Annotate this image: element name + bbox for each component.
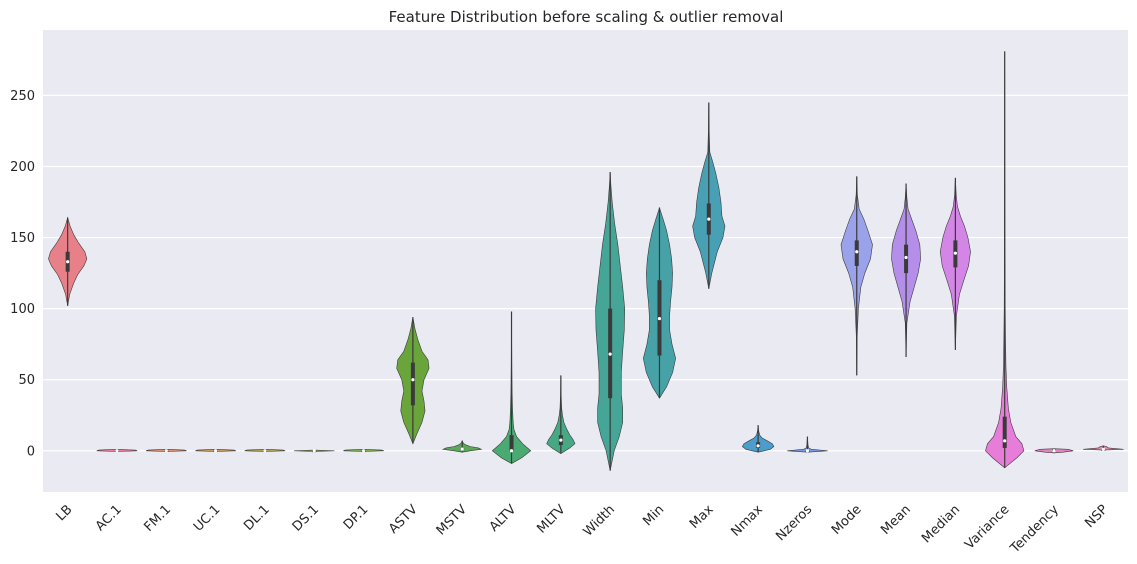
violin-fm-1 (145, 449, 187, 453)
x-tick-label: Tendency (1007, 502, 1062, 557)
median-marker (460, 447, 464, 451)
median-marker (559, 438, 563, 442)
x-axis-ticks: LB AC.1 FM.1 UC.1 DL.1 DS.1 DP.1 ASTV MSTV ALTV ML… (53, 502, 1111, 557)
y-tick-label: 250 (10, 89, 35, 104)
median-marker (361, 449, 366, 453)
violin-mltv (546, 375, 576, 454)
median-marker (756, 444, 760, 448)
median-marker (904, 255, 908, 260)
median-marker (805, 449, 810, 453)
median-marker (509, 449, 514, 453)
median-marker (855, 250, 859, 254)
iqr-box (509, 435, 514, 451)
x-tick-label: Mode (829, 502, 865, 538)
x-tick-label: Max (687, 502, 717, 532)
violin-uc-1 (195, 449, 236, 453)
median-marker (263, 449, 267, 453)
median-marker (1052, 449, 1056, 453)
y-tick-label: 200 (10, 160, 35, 175)
violin-altv (491, 311, 532, 464)
x-tick-label: FM.1 (142, 502, 175, 535)
x-tick-label: ALTV (487, 502, 520, 535)
violin-nsp (1083, 445, 1124, 451)
violin-max (692, 102, 726, 289)
x-tick-label: Nmax (728, 502, 766, 540)
x-tick-label: Variance (962, 502, 1012, 552)
x-tick-label: DL.1 (241, 502, 273, 534)
iqr-box (410, 362, 415, 406)
y-axis-ticks: 0 50 100 150 200 250 (10, 89, 35, 459)
violin-variance (985, 51, 1025, 469)
y-tick-label: 100 (10, 302, 35, 317)
violin-dp-1 (343, 449, 384, 453)
x-tick-label: UC.1 (191, 502, 224, 535)
median-marker (164, 449, 168, 453)
median-marker (214, 449, 218, 453)
x-tick-label: Width (581, 502, 618, 539)
y-tick-label: 50 (18, 373, 35, 388)
x-tick-label: LB (53, 502, 75, 524)
violin-min (642, 206, 676, 399)
x-tick-label: AC.1 (93, 502, 125, 534)
x-tick-label: DS.1 (290, 502, 322, 534)
violin-mstv (441, 440, 483, 453)
violin-lb (48, 216, 88, 306)
x-tick-label: MSTV (434, 502, 470, 538)
violin-tendency (1034, 448, 1074, 454)
median-marker (1003, 439, 1007, 443)
x-tick-label: MLTV (534, 502, 568, 536)
violin-dl-1 (244, 449, 286, 453)
violin-width (595, 172, 626, 471)
violin-astv (396, 317, 430, 445)
median-marker (411, 378, 415, 382)
x-tick-label: NSP (1082, 502, 1111, 531)
median-marker (608, 352, 612, 356)
violin-ac-1 (96, 449, 138, 453)
x-tick-label: ASTV (386, 502, 421, 537)
x-tick-label: DP.1 (341, 502, 372, 533)
violin-nzeros (787, 436, 828, 453)
median-marker (707, 217, 711, 221)
y-tick-label: 0 (27, 444, 35, 459)
x-tick-label: Nzeros (773, 502, 815, 544)
median-marker (953, 251, 957, 255)
violin-nmax (741, 425, 775, 453)
median-marker (66, 260, 70, 264)
median-marker (312, 449, 316, 453)
y-tick-label: 150 (10, 231, 35, 246)
violin-mode (840, 176, 873, 376)
violin-ds-1 (294, 449, 335, 453)
x-tick-label: Mean (878, 502, 914, 538)
iqr-box (1002, 416, 1007, 448)
median-marker (1101, 447, 1105, 451)
median-marker (657, 316, 662, 321)
violin-median (939, 177, 971, 350)
median-marker (115, 449, 119, 453)
violin-mean (891, 183, 921, 357)
x-tick-label: Min (640, 502, 667, 529)
violins (48, 51, 1124, 471)
x-tick-label: Median (919, 502, 963, 546)
chart-title: Feature Distribution before scaling & ou… (389, 8, 784, 26)
